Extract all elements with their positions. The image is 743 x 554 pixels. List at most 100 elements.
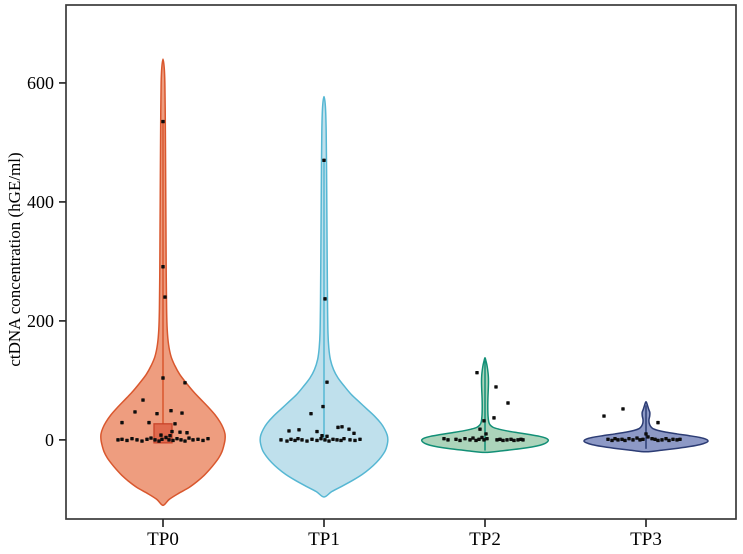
data-point-tp1 (340, 425, 344, 429)
data-point-tp3 (620, 437, 624, 441)
data-point-tp1 (321, 404, 325, 409)
data-point-tp0 (191, 438, 195, 442)
data-point-tp0 (167, 438, 171, 442)
data-point-tp1 (323, 438, 327, 442)
data-point-tp0 (125, 438, 129, 443)
data-point-tp1 (310, 437, 314, 441)
data-point-tp0 (168, 434, 172, 438)
data-point-tp0 (155, 412, 159, 416)
data-point-tp1 (279, 438, 283, 442)
data-point-tp2 (482, 438, 486, 442)
x-tick-label-tp0: TP0 (147, 529, 179, 550)
data-point-tp3 (644, 432, 648, 436)
data-point-tp3 (610, 438, 614, 443)
data-point-tp1 (327, 439, 331, 443)
data-point-tp0 (157, 439, 161, 443)
data-point-tp2 (501, 438, 505, 443)
data-point-tp0 (159, 433, 163, 437)
data-point-tp1 (296, 436, 300, 441)
data-point-tp1 (319, 436, 323, 441)
data-point-tp1 (342, 436, 346, 441)
data-point-tp3 (602, 414, 606, 418)
data-point-tp3 (606, 437, 610, 441)
data-point-tp0 (145, 437, 149, 441)
data-point-tp2 (512, 438, 516, 443)
data-point-tp1 (323, 297, 327, 301)
data-point-tp0 (161, 376, 165, 380)
data-point-tp2 (494, 385, 498, 389)
data-point-tp1 (336, 425, 340, 430)
data-point-tp1 (325, 380, 329, 384)
plot-frame (65, 4, 737, 520)
data-point-tp0 (153, 438, 157, 442)
data-point-tp0 (169, 409, 173, 413)
y-tick-label: 0 (45, 430, 54, 450)
data-point-tp1 (285, 439, 289, 443)
data-point-tp0 (147, 420, 151, 425)
data-point-tp2 (477, 437, 481, 441)
y-tick-label: 200 (27, 311, 54, 331)
data-point-tp3 (635, 436, 639, 440)
x-tick-label-tp3: TP3 (630, 529, 662, 550)
data-point-tp2 (454, 437, 458, 441)
data-point-tp3 (656, 420, 660, 425)
data-point-tp1 (352, 431, 356, 436)
data-point-tp0 (196, 437, 200, 441)
data-point-tp0 (141, 398, 145, 402)
data-point-tp0 (179, 438, 183, 442)
data-point-tp3 (613, 436, 617, 441)
data-point-tp2 (471, 436, 475, 440)
data-point-tp3 (641, 437, 645, 441)
data-point-tp3 (675, 438, 679, 442)
data-point-tp0 (163, 295, 167, 299)
data-point-tp1 (320, 434, 324, 438)
data-point-tp2 (498, 437, 502, 441)
data-point-tp0 (173, 422, 177, 426)
data-point-tp1 (289, 437, 293, 441)
data-point-tp3 (621, 407, 625, 411)
data-point-tp1 (305, 439, 309, 443)
data-point-tp0 (161, 265, 165, 269)
data-point-tp0 (130, 436, 134, 441)
data-point-tp2 (521, 438, 525, 442)
data-point-tp2 (478, 427, 482, 431)
data-point-tp3 (650, 436, 654, 441)
y-tick-label: 400 (27, 192, 54, 212)
data-point-tp2 (463, 436, 467, 441)
data-point-tp0 (120, 437, 124, 441)
data-point-tp3 (678, 437, 682, 441)
data-point-tp0 (187, 436, 191, 440)
data-point-tp0 (185, 431, 189, 435)
data-point-tp0 (183, 381, 187, 385)
data-point-tp1 (300, 438, 304, 442)
data-point-tp0 (120, 420, 124, 425)
data-point-tp0 (175, 436, 179, 441)
data-point-tp0 (133, 410, 137, 414)
y-tick-label: 600 (27, 73, 54, 93)
data-point-tp1 (339, 438, 343, 443)
data-point-tp1 (293, 438, 297, 443)
data-point-tp0 (164, 435, 168, 440)
data-point-tp2 (458, 438, 462, 443)
data-point-tp3 (667, 438, 671, 443)
data-point-tp2 (492, 416, 496, 420)
data-point-tp2 (474, 438, 478, 443)
data-point-tp0 (170, 429, 174, 434)
x-tick-label-tp1: TP1 (308, 529, 340, 550)
data-point-tp3 (616, 438, 620, 442)
data-point-tp1 (309, 412, 313, 416)
data-point-tp3 (627, 436, 631, 441)
data-point-tp1 (347, 427, 351, 431)
data-point-tp1 (335, 438, 339, 442)
data-point-tp0 (206, 436, 210, 441)
data-point-tp0 (201, 438, 205, 443)
data-point-tp1 (331, 437, 335, 441)
data-point-tp2 (475, 370, 479, 375)
data-point-tp3 (671, 437, 675, 441)
data-point-tp0 (160, 437, 164, 441)
data-point-tp1 (358, 437, 362, 441)
x-tick-label-tp2: TP2 (469, 529, 501, 550)
data-point-tp0 (116, 438, 120, 442)
data-point-tp2 (506, 401, 510, 405)
data-point-tp3 (660, 438, 664, 442)
